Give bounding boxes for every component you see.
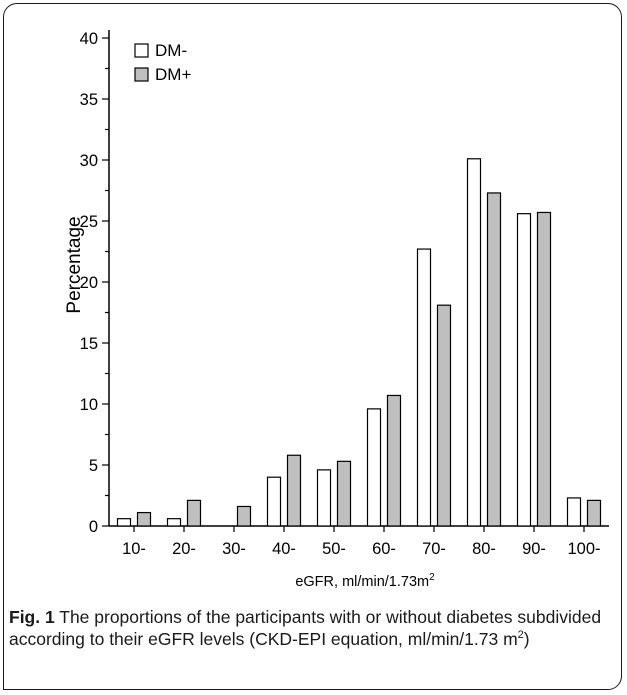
caption-sup: 2 — [517, 629, 524, 642]
x-tick-label: 40- — [272, 540, 296, 558]
legend-swatch-0 — [134, 43, 149, 58]
bar-dm-4 — [336, 460, 352, 527]
y-tick-label: 10 — [80, 396, 98, 414]
chart-axes: 0 5 10 15 20 25 30 35 40 10- 20- 30- 40- 50- 60- 70- 80-… — [80, 30, 609, 558]
bar-dm-2 — [236, 505, 252, 527]
caption-end: ) — [523, 629, 530, 649]
caption-text: The proportions of the participants with… — [9, 607, 602, 649]
bar-dm-7 — [466, 158, 482, 527]
x-tick-label: 60- — [372, 540, 396, 558]
y-tick-label: 15 — [80, 335, 98, 353]
bar-dm-8 — [536, 211, 552, 527]
x-tick-label: 30- — [222, 540, 246, 558]
x-tick-label: 80- — [472, 540, 496, 558]
x-tick-label: 100- — [567, 540, 600, 558]
bar-dm-3 — [286, 454, 302, 527]
y-tick-label: 25 — [80, 213, 98, 231]
y-tick-label: 40 — [80, 30, 98, 48]
y-tick-label: 0 — [89, 518, 98, 536]
bar-dm-5 — [386, 394, 402, 527]
x-tick-label: 70- — [422, 540, 446, 558]
y-tick-label: 35 — [80, 91, 98, 109]
caption-label: Fig. 1 — [9, 607, 55, 627]
legend-label-1: DM+ — [155, 65, 191, 84]
y-axis-label: Percentage — [64, 216, 85, 313]
bar-chart: 0 5 10 15 20 25 30 35 40 10- 20- 30- 40- 50- 60- 70- 80-… — [64, 30, 609, 590]
bar-dm-1 — [166, 518, 182, 527]
y-tick-label: 5 — [89, 457, 98, 475]
y-tick-label: 20 — [80, 274, 98, 292]
bar-dm-4 — [316, 469, 332, 527]
x-axis-label-sup: 2 — [429, 572, 435, 583]
bar-dm-0 — [116, 518, 132, 527]
chart-legend: DM- DM+ — [134, 41, 191, 84]
x-tick-label: 20- — [172, 540, 196, 558]
y-tick-label: 30 — [80, 152, 98, 170]
bar-dm-8 — [516, 213, 532, 527]
x-tick-label: 90- — [522, 540, 546, 558]
bar-dm-7 — [486, 192, 502, 527]
bar-dm-9 — [586, 499, 602, 527]
bar-dm-6 — [436, 304, 452, 527]
chart-bars — [116, 158, 602, 527]
bar-dm-0 — [136, 511, 152, 527]
figure-caption: Fig. 1 The proportions of the participan… — [9, 606, 617, 650]
bar-dm-5 — [366, 408, 382, 527]
bar-dm-1 — [186, 499, 202, 527]
bar-dm-9 — [566, 497, 582, 527]
bar-dm-3 — [266, 476, 282, 527]
figure-frame — [3, 3, 622, 690]
x-tick-label: 10- — [122, 540, 146, 558]
x-axis-label: eGFR, ml/min/1.73m2 — [295, 572, 435, 590]
legend-swatch-1 — [134, 67, 149, 82]
x-axis-label-main: eGFR, ml/min/1.73m — [295, 574, 429, 590]
x-tick-label: 50- — [322, 540, 346, 558]
bar-dm-6 — [416, 248, 432, 527]
legend-label-0: DM- — [155, 41, 187, 60]
